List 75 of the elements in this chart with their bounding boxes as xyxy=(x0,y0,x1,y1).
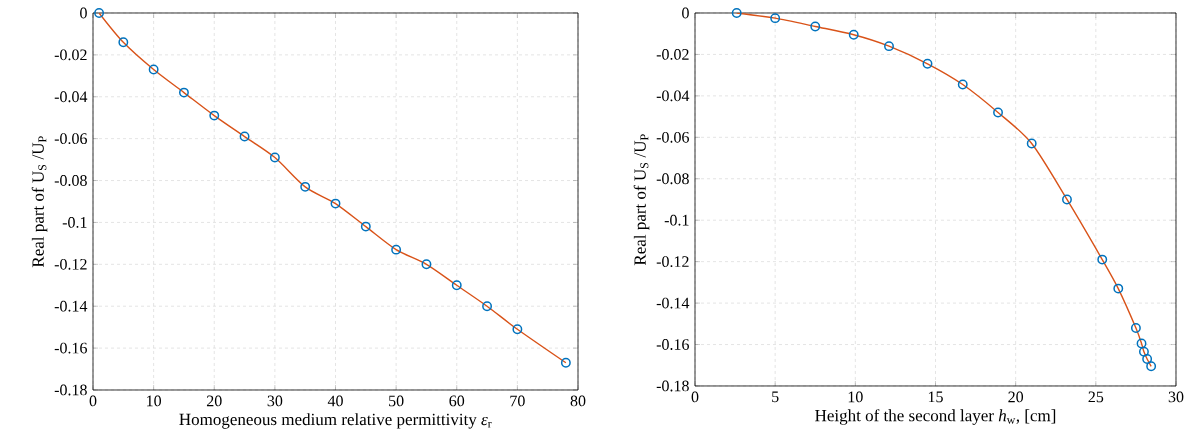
line-series xyxy=(98,12,567,364)
point xyxy=(731,8,742,18)
y-tick-label: -0.14 xyxy=(54,300,88,312)
x-tick-label: 25 xyxy=(1088,391,1104,403)
x-tick-label: 20 xyxy=(206,395,222,407)
point xyxy=(512,324,523,335)
y-tick-label: -0.06 xyxy=(54,133,88,145)
point xyxy=(421,259,432,270)
y-tick-label: -0.14 xyxy=(656,297,690,309)
x-tick-label: 0 xyxy=(691,391,699,403)
point xyxy=(957,79,968,90)
x-tick-label: 30 xyxy=(267,395,283,407)
point xyxy=(993,107,1003,118)
x-tick-label: 50 xyxy=(389,395,404,407)
point xyxy=(118,37,129,48)
y-tick-label: -0.12 xyxy=(54,258,87,270)
point xyxy=(1026,138,1037,149)
point xyxy=(148,64,159,75)
y-tick-label: 0 xyxy=(80,7,87,19)
y-axis-title: Real part of U$_{S}$ /U$_{P}$ xyxy=(31,136,48,268)
x-tick-label: 20 xyxy=(1008,391,1024,403)
x-axis-title: Height of the second layer h$_{w}$, [cm] xyxy=(815,409,1056,425)
point xyxy=(269,152,280,163)
y-tick-label: -0.06 xyxy=(656,131,689,143)
x-tick-label: 10 xyxy=(147,395,162,407)
point xyxy=(300,181,311,192)
point xyxy=(770,13,781,24)
point xyxy=(209,110,220,121)
x-tick-label: 5 xyxy=(772,391,779,403)
x-tick-label: 60 xyxy=(449,395,465,407)
point xyxy=(1097,254,1108,265)
point xyxy=(922,58,933,69)
point xyxy=(482,301,493,312)
point xyxy=(391,244,402,255)
y-tick-label: -0.12 xyxy=(656,256,689,268)
x-tick-label: 15 xyxy=(928,391,943,403)
y-tick-label: -0.1 xyxy=(664,214,689,226)
y-tick-label: -0.04 xyxy=(54,91,88,103)
y-tick-label: -0.18 xyxy=(54,384,87,396)
x-axis-title: Homogeneous medium relative permittivity ε$_{r}$ xyxy=(179,413,492,429)
point xyxy=(848,29,859,40)
y-tick-label: 0 xyxy=(682,7,689,19)
line-series xyxy=(735,12,1152,367)
y-tick-label: -0.16 xyxy=(54,342,88,354)
y-tick-label: -0.08 xyxy=(54,175,87,186)
y-axis-title: Real part of U$_{S}$ /U$_{P}$ xyxy=(633,134,650,266)
y-tick-label: -0.02 xyxy=(54,49,87,61)
point xyxy=(360,221,371,232)
x-tick-label: 10 xyxy=(848,391,863,403)
point xyxy=(1136,338,1147,349)
y-tick-label: -0.16 xyxy=(656,339,689,350)
y-tick-label: -0.02 xyxy=(656,49,689,60)
y-tick-label: -0.18 xyxy=(656,380,689,392)
point xyxy=(239,131,250,142)
y-tick-label: -0.04 xyxy=(656,90,690,102)
point xyxy=(1062,194,1072,205)
point xyxy=(1142,354,1153,364)
x-tick-label: 30 xyxy=(1168,391,1184,403)
point xyxy=(179,87,189,98)
point xyxy=(884,41,894,52)
point xyxy=(330,198,341,209)
x-tick-label: 80 xyxy=(570,395,586,407)
point xyxy=(1113,283,1124,294)
x-tick-label: 70 xyxy=(510,395,525,407)
point xyxy=(560,357,571,368)
point xyxy=(1146,361,1157,372)
point xyxy=(810,21,821,32)
point xyxy=(1130,323,1141,333)
y-tick-label: -0.08 xyxy=(656,173,689,185)
x-tick-label: 0 xyxy=(89,395,97,407)
point xyxy=(94,8,105,18)
point xyxy=(1138,346,1149,357)
y-tick-label: -0.1 xyxy=(62,217,87,228)
point xyxy=(451,280,462,291)
x-tick-label: 40 xyxy=(327,395,343,407)
